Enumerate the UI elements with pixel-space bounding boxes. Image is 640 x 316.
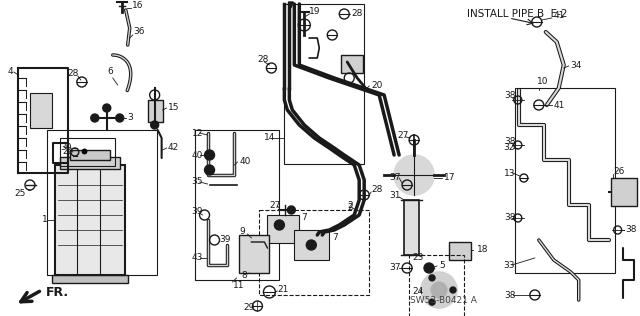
Text: 7: 7 (332, 234, 338, 242)
Text: 5: 5 (439, 262, 445, 270)
Bar (148, 100, 163, 122)
Text: 29: 29 (243, 303, 255, 313)
Bar (611, 178, 637, 206)
Text: 27: 27 (397, 131, 408, 139)
Circle shape (429, 299, 435, 305)
Text: 40: 40 (191, 150, 203, 160)
Text: 11: 11 (232, 281, 244, 289)
Text: 8: 8 (241, 270, 247, 279)
Text: 38: 38 (626, 226, 637, 234)
Bar (30, 93, 52, 128)
Text: 4: 4 (8, 68, 13, 76)
Bar (55, 165, 125, 275)
Circle shape (275, 220, 284, 230)
Text: 38: 38 (504, 290, 515, 300)
Bar (70, 150, 109, 160)
Polygon shape (289, 2, 293, 8)
Text: 28: 28 (351, 9, 363, 19)
Text: 43: 43 (191, 253, 203, 263)
Text: 9: 9 (239, 228, 245, 236)
Text: 25: 25 (14, 189, 26, 198)
Text: 6: 6 (108, 68, 113, 76)
Text: 39: 39 (220, 235, 231, 245)
Text: 17: 17 (444, 173, 456, 183)
Text: FR.: FR. (46, 285, 69, 299)
Bar (268, 215, 300, 243)
Bar (47, 130, 157, 275)
Bar (409, 255, 464, 316)
Text: 15: 15 (168, 104, 179, 112)
Circle shape (103, 104, 111, 112)
Circle shape (287, 206, 295, 214)
Text: 40: 40 (239, 157, 251, 167)
Text: 28: 28 (68, 69, 79, 77)
Text: 31: 31 (389, 191, 401, 199)
Bar (259, 210, 369, 295)
Text: 38: 38 (504, 214, 515, 222)
Text: 42: 42 (168, 143, 179, 153)
Bar (52, 275, 128, 283)
Text: 30: 30 (60, 143, 72, 151)
Text: 28: 28 (371, 185, 383, 195)
Circle shape (116, 114, 124, 122)
Text: 33: 33 (503, 260, 515, 270)
Circle shape (205, 150, 214, 160)
Text: 27: 27 (269, 200, 281, 210)
Circle shape (429, 275, 435, 281)
Circle shape (424, 263, 434, 273)
Text: 1: 1 (42, 216, 47, 224)
Text: 35: 35 (191, 178, 203, 186)
Text: 18: 18 (477, 246, 488, 254)
Text: 12: 12 (191, 129, 203, 137)
Text: 26: 26 (614, 167, 625, 177)
Text: 28: 28 (257, 56, 269, 64)
Bar (60, 138, 115, 166)
Text: SW53-B0421 A: SW53-B0421 A (410, 296, 477, 305)
Circle shape (205, 165, 214, 175)
Text: 3: 3 (128, 113, 134, 123)
Text: 10: 10 (537, 77, 548, 87)
Text: 21: 21 (277, 285, 289, 295)
Bar (294, 230, 329, 260)
Bar (60, 157, 120, 169)
Circle shape (307, 240, 316, 250)
Bar (404, 200, 419, 255)
Text: 7: 7 (301, 214, 307, 222)
Text: 37: 37 (389, 173, 401, 183)
Circle shape (150, 121, 159, 129)
Text: 19: 19 (309, 8, 321, 16)
Text: 2: 2 (348, 200, 353, 210)
Bar (449, 242, 471, 260)
Text: 39: 39 (191, 208, 203, 216)
Bar (515, 88, 614, 273)
Text: 41: 41 (554, 100, 565, 110)
Text: 36: 36 (134, 27, 145, 37)
Bar (284, 4, 364, 164)
Text: 38: 38 (504, 92, 515, 100)
Text: 14: 14 (264, 133, 276, 143)
Text: 32: 32 (503, 143, 515, 153)
Circle shape (91, 114, 99, 122)
Text: 37: 37 (389, 264, 401, 272)
Circle shape (450, 287, 456, 293)
Text: 41: 41 (554, 11, 565, 21)
Circle shape (394, 155, 434, 195)
Text: 16: 16 (132, 2, 143, 10)
Text: 20: 20 (371, 81, 383, 89)
Bar (195, 130, 280, 280)
Text: 24: 24 (412, 288, 423, 296)
Bar (239, 235, 269, 273)
Text: 23: 23 (412, 253, 424, 263)
Bar (341, 55, 363, 73)
Circle shape (431, 282, 447, 298)
Text: 13: 13 (504, 168, 515, 178)
Text: 2: 2 (348, 204, 353, 212)
Text: 34: 34 (571, 60, 582, 70)
Text: 22: 22 (63, 147, 74, 155)
Text: 38: 38 (504, 137, 515, 147)
Circle shape (421, 272, 457, 308)
Text: INSTALL PIPE B  E-2: INSTALL PIPE B E-2 (467, 9, 568, 19)
